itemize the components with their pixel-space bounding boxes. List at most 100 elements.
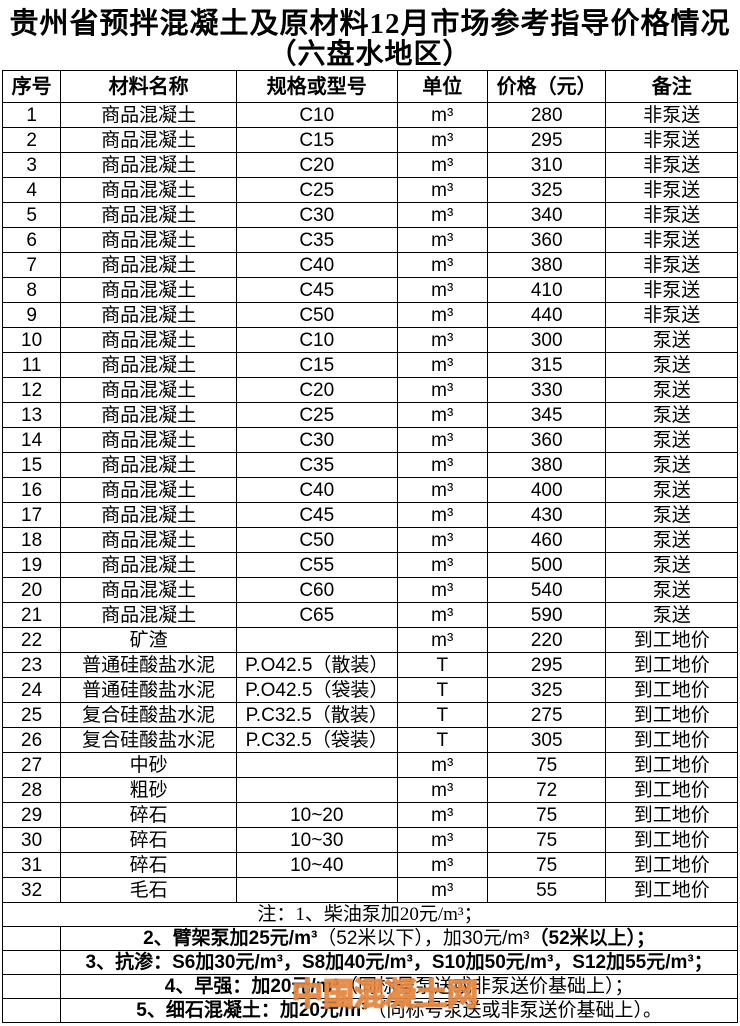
- table-row: 1 商品混凝土 C10 m³ 280 非泵送: [1, 102, 738, 128]
- note-spacer-cell: [1, 974, 62, 999]
- cell-spec: C55: [235, 552, 398, 578]
- table-row: 4 商品混凝土 C25 m³ 325 非泵送: [1, 177, 738, 203]
- table-row: 15 商品混凝土 C35 m³ 380 泵送: [1, 452, 738, 478]
- table-row: 21 商品混凝土 C65 m³ 590 泵送: [1, 602, 738, 628]
- cell-price: 325: [486, 677, 607, 703]
- note-spacer-cell: [1, 950, 62, 975]
- cell-spec: C15: [235, 127, 398, 153]
- title-line1: 贵州省预拌混凝土及原材料12月市场参考指导价格情况: [9, 8, 731, 40]
- table-row: 25 复合硅酸盐水泥 P.C32.5（散装） T 275 到工地价: [1, 702, 738, 728]
- table-row: 2 商品混凝土 C15 m³ 295 非泵送: [1, 127, 738, 153]
- cell-spec: C40: [235, 477, 398, 503]
- cell-unit: m³: [396, 577, 488, 603]
- cell-spec: C15: [235, 352, 398, 378]
- cell-remark: 到工地价: [605, 702, 738, 728]
- cell-no: 25: [1, 702, 62, 728]
- table-body: 1 商品混凝土 C10 m³ 280 非泵送 2 商品混凝土 C15 m³ 295 非泵送 3 商品混凝土…: [1, 102, 738, 903]
- cell-spec: C30: [235, 202, 398, 228]
- cell-unit: m³: [396, 827, 488, 853]
- note-segment: （同标号泵送或非泵送价基础上）。: [367, 1000, 662, 1021]
- cell-unit: m³: [396, 252, 488, 278]
- cell-no: 32: [1, 877, 62, 903]
- page-title: 贵州省预拌混凝土及原材料12月市场参考指导价格情况 （六盘水地区）: [0, 0, 740, 70]
- cell-material-name: 商品混凝土: [60, 452, 237, 478]
- cell-unit: m³: [396, 177, 488, 203]
- cell-spec: P.O42.5（袋装）: [235, 677, 398, 703]
- note-text: 3、抗渗：S6加30元/m³，S8加40元/m³，S10加50元/m³，S12加…: [60, 950, 738, 975]
- cell-price: 310: [486, 152, 607, 178]
- cell-price: 315: [486, 352, 607, 378]
- cell-unit: T: [396, 652, 488, 678]
- cell-remark: 非泵送: [605, 227, 738, 253]
- cell-spec: C45: [235, 502, 398, 528]
- cell-unit: T: [396, 677, 488, 703]
- cell-no: 3: [1, 152, 62, 178]
- cell-material-name: 商品混凝土: [60, 202, 237, 228]
- cell-unit: m³: [396, 477, 488, 503]
- cell-remark: 非泵送: [605, 127, 738, 153]
- cell-remark: 泵送: [605, 577, 738, 603]
- cell-remark: 到工地价: [605, 652, 738, 678]
- cell-no: 22: [1, 627, 62, 653]
- cell-spec: C50: [235, 527, 398, 553]
- table-row: 8 商品混凝土 C45 m³ 410 非泵送: [1, 277, 738, 303]
- cell-price: 305: [486, 727, 607, 753]
- cell-no: 29: [1, 802, 62, 828]
- cell-unit: m³: [396, 227, 488, 253]
- cell-price: 295: [486, 127, 607, 153]
- cell-no: 5: [1, 202, 62, 228]
- cell-remark: 到工地价: [605, 627, 738, 653]
- note-row: 3、抗渗：S6加30元/m³，S8加40元/m³，S10加50元/m³，S12加…: [1, 950, 738, 975]
- cell-no: 10: [1, 327, 62, 353]
- cell-remark: 泵送: [605, 352, 738, 378]
- cell-price: 75: [486, 827, 607, 853]
- note-row: 5、细石混凝土：加20元/m³（同标号泵送或非泵送价基础上）。: [1, 998, 738, 1023]
- cell-spec: C65: [235, 602, 398, 628]
- cell-no: 21: [1, 602, 62, 628]
- cell-material-name: 商品混凝土: [60, 277, 237, 303]
- table-row: 27 中砂 m³ 75 到工地价: [1, 752, 738, 778]
- cell-material-name: 中砂: [60, 752, 237, 778]
- cell-no: 30: [1, 827, 62, 853]
- cell-remark: 泵送: [605, 452, 738, 478]
- cell-price: 55: [486, 877, 607, 903]
- cell-material-name: 商品混凝土: [60, 102, 237, 128]
- cell-unit: m³: [396, 302, 488, 328]
- table-row: 17 商品混凝土 C45 m³ 430 泵送: [1, 502, 738, 528]
- cell-spec: C10: [235, 102, 398, 128]
- cell-material-name: 碎石: [60, 827, 237, 853]
- cell-material-name: 粗砂: [60, 777, 237, 803]
- cell-material-name: 复合硅酸盐水泥: [60, 727, 237, 753]
- note-text: 5、细石混凝土：加20元/m³（同标号泵送或非泵送价基础上）。: [60, 998, 738, 1023]
- cell-material-name: 商品混凝土: [60, 477, 237, 503]
- cell-spec: C20: [235, 152, 398, 178]
- cell-remark: 非泵送: [605, 177, 738, 203]
- note-text: 2、臂架泵加25元/m³（52米以下），加30元/m³（52米以上）；: [60, 926, 738, 951]
- cell-no: 4: [1, 177, 62, 203]
- cell-no: 28: [1, 777, 62, 803]
- cell-remark: 到工地价: [605, 877, 738, 903]
- cell-spec: C35: [235, 227, 398, 253]
- cell-price: 440: [486, 302, 607, 328]
- note-text: 注：1、柴油泵加20元/m³；: [2, 902, 738, 927]
- cell-remark: 非泵送: [605, 152, 738, 178]
- cell-material-name: 商品混凝土: [60, 602, 237, 628]
- column-header-3: 单位: [396, 70, 488, 103]
- cell-price: 590: [486, 602, 607, 628]
- cell-material-name: 商品混凝土: [60, 427, 237, 453]
- note-segment: （同标号泵送或非泵送价基础上）；: [338, 976, 634, 997]
- cell-price: 345: [486, 402, 607, 428]
- cell-no: 14: [1, 427, 62, 453]
- cell-no: 11: [1, 352, 62, 378]
- cell-price: 380: [486, 252, 607, 278]
- cell-material-name: 复合硅酸盐水泥: [60, 702, 237, 728]
- note-row: 2、臂架泵加25元/m³（52米以下），加30元/m³（52米以上）；: [1, 926, 738, 951]
- cell-price: 360: [486, 427, 607, 453]
- table-row: 31 碎石 10~40 m³ 75 到工地价: [1, 852, 738, 878]
- cell-unit: m³: [396, 352, 488, 378]
- cell-unit: m³: [396, 277, 488, 303]
- cell-unit: m³: [396, 427, 488, 453]
- table-row: 10 商品混凝土 C10 m³ 300 泵送: [1, 327, 738, 353]
- cell-material-name: 商品混凝土: [60, 227, 237, 253]
- note-spacer-cell: [1, 926, 62, 951]
